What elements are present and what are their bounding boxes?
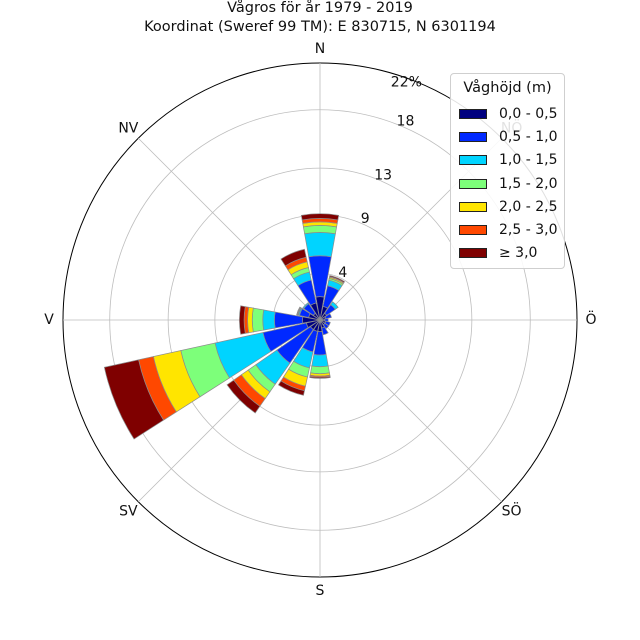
legend: Våghöjd (m) 0,0 - 0,5 0,5 - 1,0 1,0 - 1,5 1… <box>450 73 565 269</box>
legend-swatch <box>459 108 487 119</box>
compass-label: NV <box>118 120 138 136</box>
grid-spoke <box>319 319 503 503</box>
legend-label: 0,5 - 1,0 <box>499 128 558 145</box>
rose-bar-segment <box>226 379 261 414</box>
rose-bar-segment <box>330 301 339 310</box>
rose-bar-segment <box>296 306 301 316</box>
rose-bar-segment <box>277 380 305 396</box>
legend-swatch <box>459 248 487 259</box>
legend-swatch <box>459 178 487 189</box>
legend-label: 1,5 - 2,0 <box>499 175 558 192</box>
rose-bar-segment <box>322 322 330 330</box>
rose-bar-segment <box>239 305 246 335</box>
rose-bar-segment <box>324 320 331 327</box>
rose-bar-segment <box>302 225 338 235</box>
legend-item: 1,0 - 1,5 <box>451 149 564 172</box>
legend-label: 2,5 - 3,0 <box>499 222 558 239</box>
compass-label: SÖ <box>502 502 522 520</box>
compass-label: SV <box>119 504 138 520</box>
chart-subtitle: Koordinat (Sweref 99 TM): E 830715, N 63… <box>144 19 496 35</box>
compass-label: S <box>316 583 325 599</box>
chart-title: Vågros för år 1979 - 2019 <box>227 0 413 16</box>
rose-bar-segment <box>324 313 332 320</box>
rose-bar-segment <box>310 365 330 375</box>
legend-swatch <box>459 225 487 236</box>
legend-title: Våghöjd (m) <box>463 80 552 96</box>
rose-bar-segment <box>311 354 329 368</box>
grid-spoke <box>137 137 321 321</box>
rose-bar-segment <box>280 248 307 267</box>
radial-tick-label: 13 <box>374 168 392 184</box>
rose-bars <box>103 213 346 440</box>
rose-bar-segment <box>262 309 276 331</box>
radial-tick-label: 9 <box>361 211 370 227</box>
legend-item: 2,0 - 2,5 <box>451 195 564 218</box>
rose-bar-segment <box>103 359 165 440</box>
legend-items: 0,0 - 0,5 0,5 - 1,0 1,0 - 1,5 1,5 - 2,0 2,0 … <box>451 102 564 265</box>
legend-label: 2,0 - 2,5 <box>499 198 558 215</box>
legend-label: ≥ 3,0 <box>499 245 538 262</box>
legend-swatch <box>459 131 487 142</box>
rose-bar-segment <box>304 232 336 258</box>
rose-bar-segment <box>300 213 340 221</box>
compass-label: N <box>315 41 325 57</box>
compass-label: V <box>44 312 54 328</box>
legend-label: 0,0 - 0,5 <box>499 105 558 122</box>
legend-item: ≥ 3,0 <box>451 242 564 265</box>
legend-label: 1,0 - 1,5 <box>499 152 558 169</box>
rose-bar-segment <box>302 302 310 310</box>
radial-tick-label: 18 <box>397 114 415 130</box>
rose-bar-segment <box>329 275 346 284</box>
legend-swatch <box>459 201 487 212</box>
legend-item: 0,5 - 1,0 <box>451 125 564 148</box>
compass-label: Ö <box>585 310 596 328</box>
legend-item: 2,5 - 3,0 <box>451 218 564 241</box>
legend-item: 0,0 - 0,5 <box>451 102 564 125</box>
rose-bar-segment <box>309 375 331 379</box>
radial-tick-label: 4 <box>338 265 347 281</box>
legend-swatch <box>459 155 487 166</box>
rose-bar-segment <box>321 326 329 336</box>
radial-tick-label: 22% <box>391 75 422 91</box>
legend-item: 1,5 - 2,0 <box>451 172 564 195</box>
rose-bar-segment <box>251 307 265 333</box>
